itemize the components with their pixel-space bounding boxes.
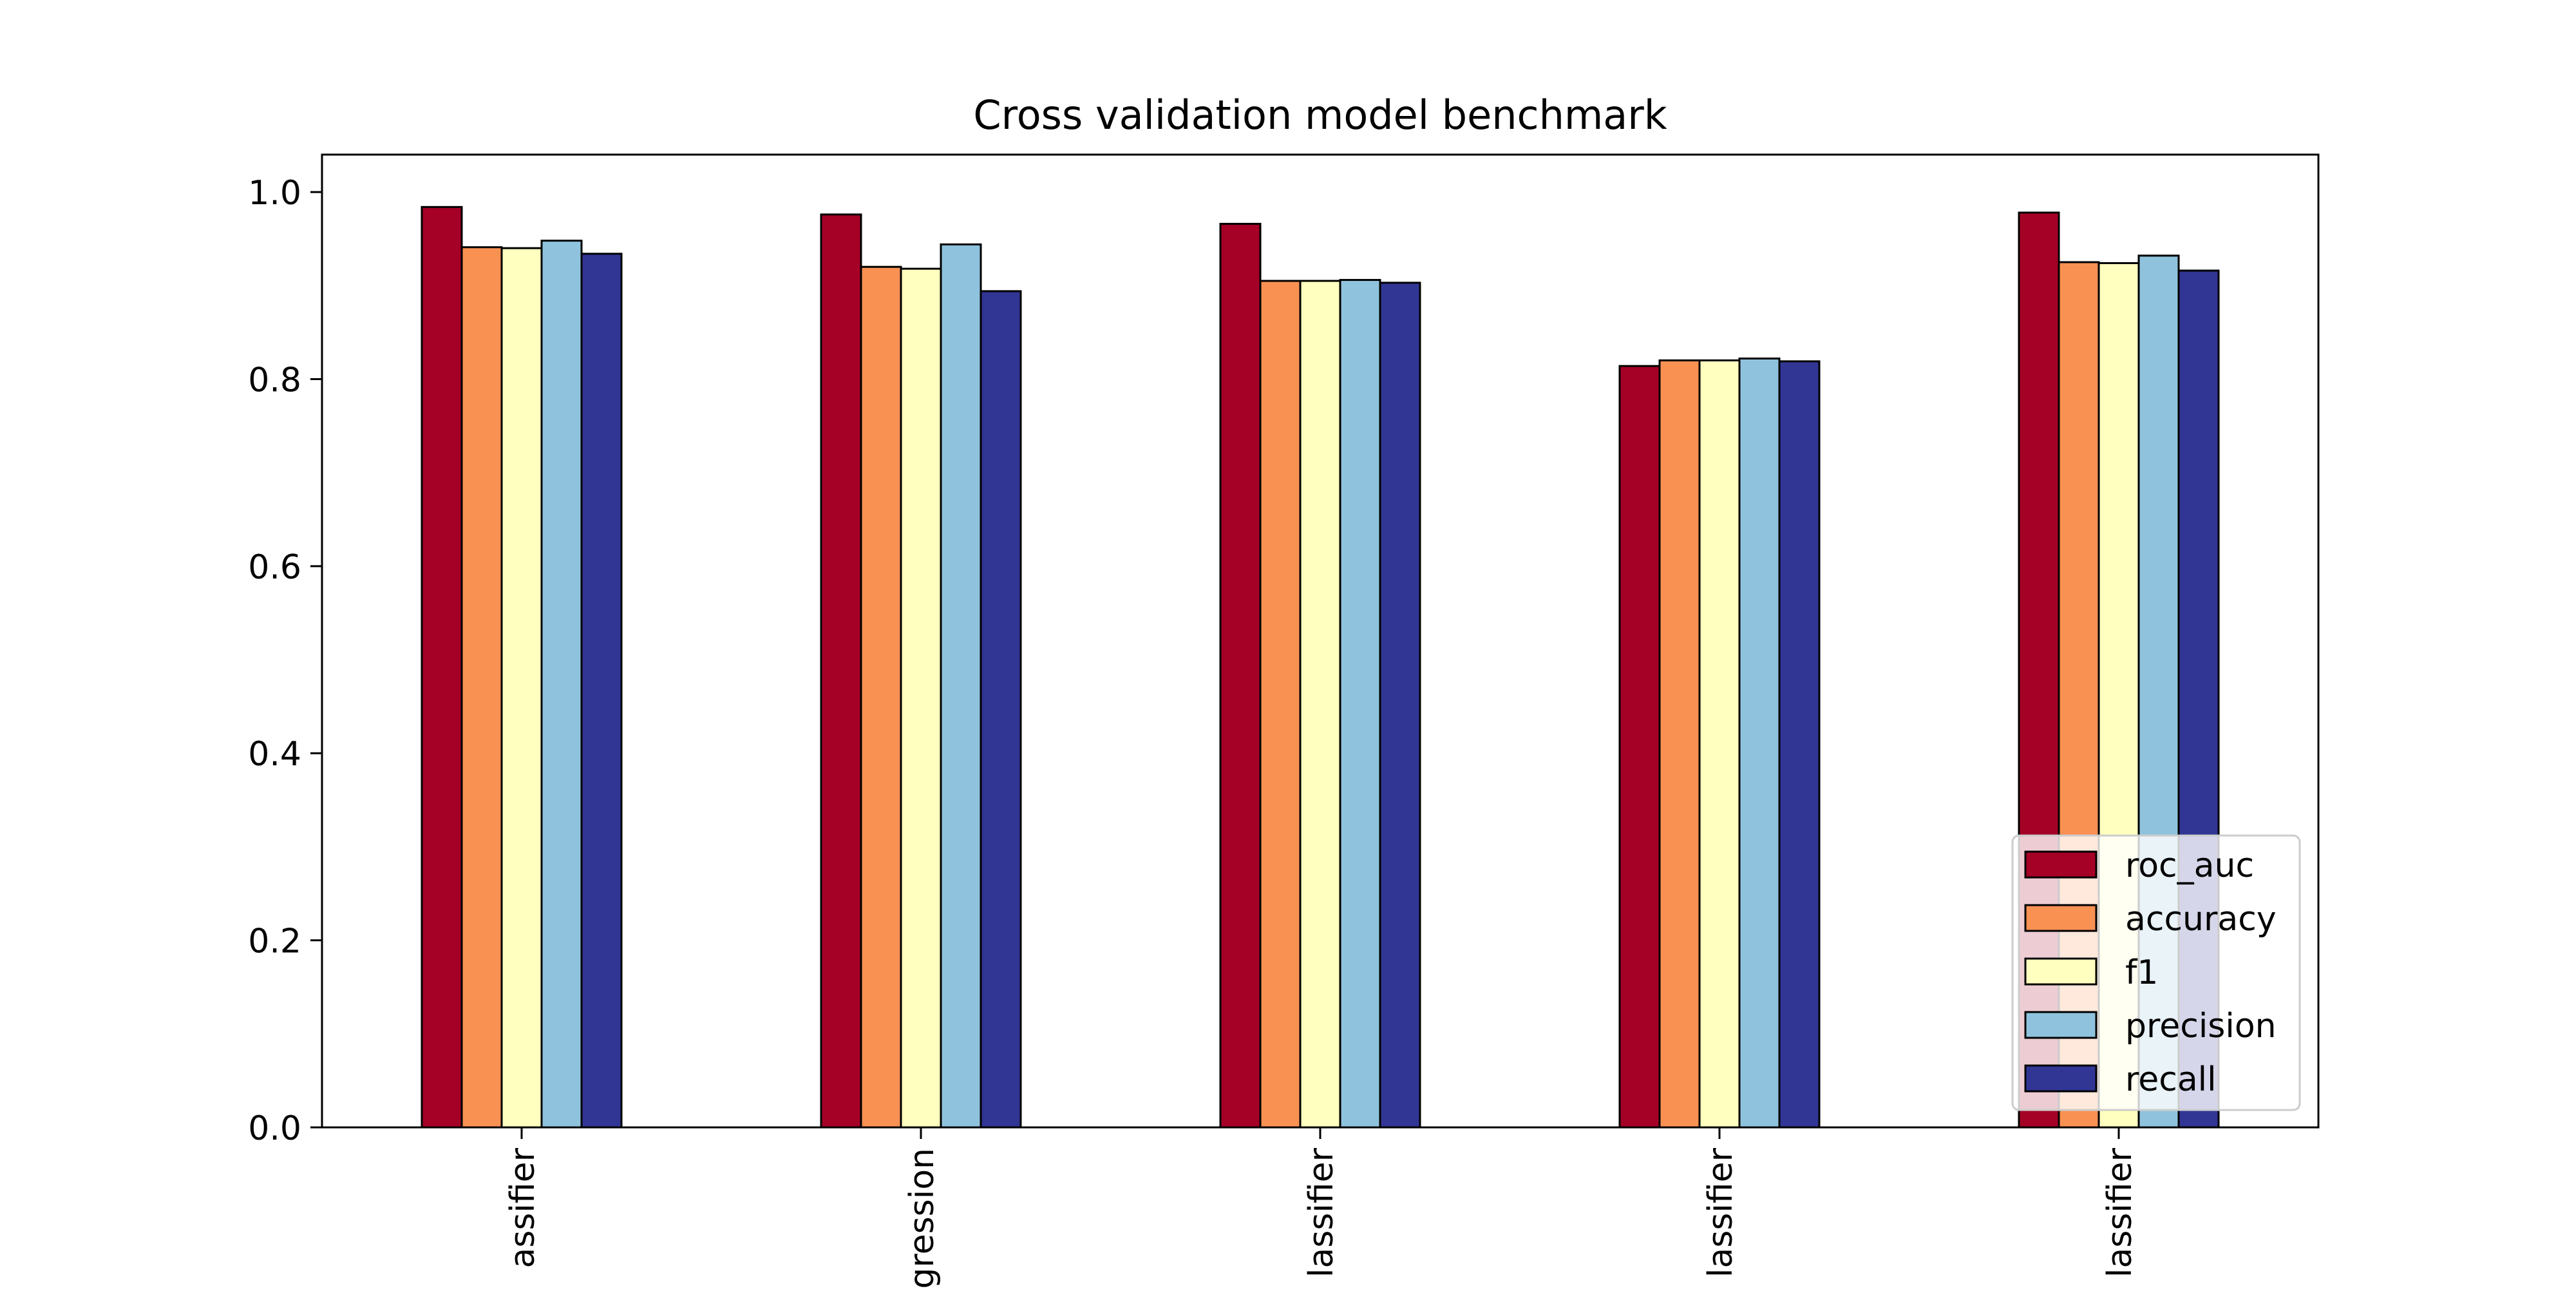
bar-recall-3: [1778, 360, 1821, 1129]
bar-roc_auc-3: [1618, 365, 1661, 1129]
bar-roc_auc-1: [820, 213, 862, 1129]
legend-swatch-recall: [2024, 1064, 2098, 1093]
bar-accuracy-0: [460, 246, 503, 1129]
bar-precision-3: [1738, 358, 1781, 1129]
bar-f1-3: [1698, 359, 1741, 1129]
legend-label-roc_auc: roc_auc: [2125, 846, 2254, 885]
y-tick-label: 0.0: [248, 1109, 301, 1148]
bar-accuracy-1: [860, 265, 902, 1129]
legend-label-f1: f1: [2125, 953, 2158, 992]
legend-swatch-f1: [2024, 957, 2098, 986]
bar-roc_auc-2: [1219, 222, 1262, 1129]
legend-label-precision: precision: [2125, 1007, 2277, 1046]
bar-recall-2: [1379, 282, 1421, 1129]
legend: roc_auc accuracy f1 precision recall: [2011, 834, 2301, 1111]
bar-precision-1: [940, 243, 982, 1129]
y-tick-label: 0.6: [248, 548, 301, 587]
bar-accuracy-3: [1658, 359, 1701, 1129]
legend-label-recall: recall: [2125, 1060, 2217, 1099]
x-tick-label: lassifier: [1302, 1147, 1341, 1277]
legend-label-accuracy: accuracy: [2125, 900, 2277, 939]
bars-group: [421, 206, 2220, 1129]
bar-precision-2: [1339, 279, 1381, 1129]
chart-title: Cross validation model benchmark: [973, 91, 1667, 139]
bar-precision-0: [540, 240, 583, 1129]
legend-swatch-accuracy: [2024, 904, 2098, 932]
bar-recall-1: [980, 290, 1022, 1129]
y-axis: 0.0 0.2 0.4 0.6 0.8 1.0: [248, 174, 322, 1148]
x-axis: assifier gression lassifier lassifier lassif…: [504, 1127, 2139, 1289]
bar-f1-2: [1299, 280, 1341, 1129]
x-tick-label: assifier: [504, 1147, 542, 1268]
y-tick-label: 0.8: [248, 361, 301, 399]
legend-swatch-precision: [2024, 1011, 2098, 1039]
y-tick-label: 0.4: [248, 735, 301, 774]
x-tick-label: lassifier: [1701, 1147, 1740, 1277]
bar-recall-0: [580, 253, 623, 1129]
bar-f1-0: [500, 247, 543, 1129]
bar-accuracy-2: [1259, 280, 1302, 1129]
bar-roc_auc-0: [421, 206, 463, 1129]
x-tick-label: gression: [903, 1148, 942, 1288]
x-tick-label: lassifier: [2101, 1147, 2139, 1277]
legend-swatch-roc_auc: [2024, 850, 2098, 879]
bar-f1-1: [900, 267, 942, 1129]
y-tick-label: 0.2: [248, 923, 301, 961]
y-tick-label: 1.0: [248, 174, 301, 213]
